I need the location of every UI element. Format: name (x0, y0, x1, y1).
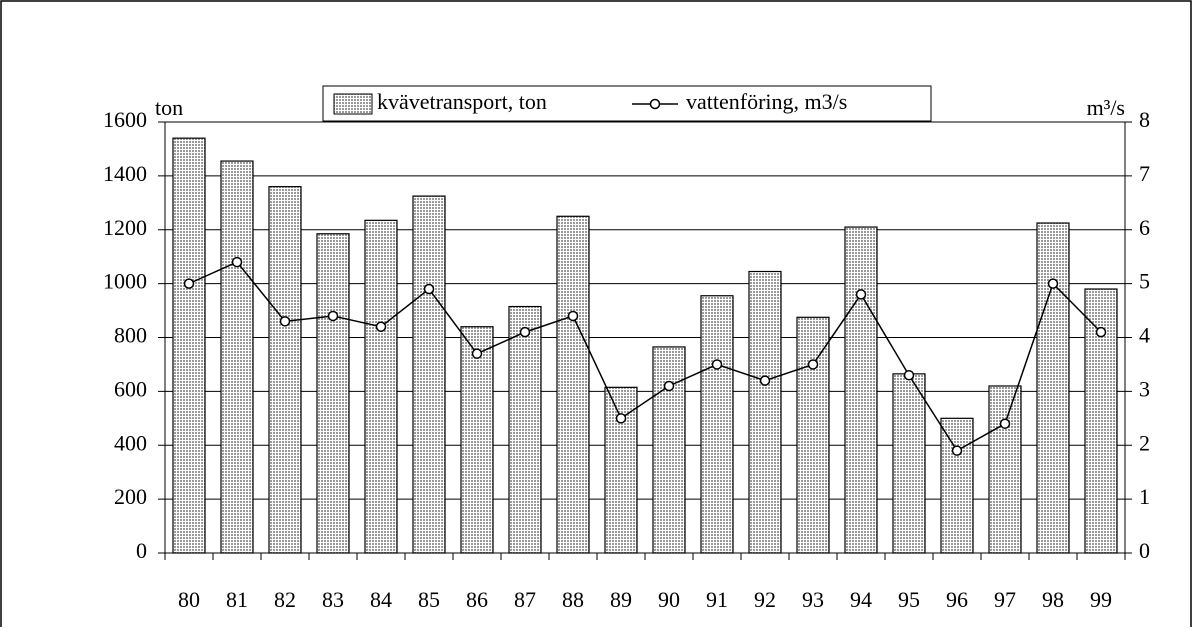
x-tick-label: 96 (946, 587, 968, 612)
y2-tick-label: 3 (1139, 376, 1150, 401)
y2-tick-label: 7 (1139, 161, 1150, 186)
y2-tick-label: 4 (1139, 323, 1150, 348)
y2-tick-label: 1 (1139, 484, 1150, 509)
bar (220, 160, 254, 554)
bar (892, 373, 926, 554)
bar (796, 316, 830, 554)
x-tick-label: 83 (322, 587, 344, 612)
y2-tick-label: 5 (1139, 269, 1150, 294)
x-tick-label: 89 (610, 587, 632, 612)
bar (844, 226, 878, 554)
marker (903, 369, 915, 381)
x-tick-label: 82 (274, 587, 296, 612)
bar (700, 295, 734, 554)
y-tick-label: 1600 (103, 107, 147, 132)
y-tick-label: 800 (114, 323, 147, 348)
bar (652, 346, 686, 554)
x-tick-label: 92 (754, 587, 776, 612)
marker (711, 359, 723, 370)
x-tick-label: 90 (658, 587, 680, 612)
bar (556, 215, 590, 554)
marker (615, 413, 627, 424)
y2-tick-label: 2 (1139, 430, 1150, 455)
y-tick-label: 1400 (103, 161, 147, 186)
y2-axis-label: m³/s (1087, 95, 1125, 120)
marker (279, 316, 291, 327)
y2-tick-label: 8 (1139, 107, 1150, 132)
bar (508, 305, 542, 554)
x-tick-label: 97 (994, 587, 1016, 612)
legend-marker (649, 98, 661, 110)
y-tick-label: 1200 (103, 215, 147, 240)
bar (940, 417, 974, 554)
x-tick-label: 99 (1090, 587, 1112, 612)
y-tick-label: 0 (136, 538, 147, 563)
marker (231, 256, 243, 268)
y-tick-label: 400 (114, 430, 147, 455)
y-tick-label: 600 (114, 376, 147, 401)
bar (172, 137, 206, 554)
marker (183, 278, 195, 289)
x-tick-label: 93 (802, 587, 824, 612)
y2-tick-label: 6 (1139, 215, 1150, 240)
legend-swatch (333, 93, 373, 115)
bar (1036, 222, 1070, 554)
x-tick-label: 84 (370, 587, 392, 612)
marker (855, 289, 867, 300)
marker (999, 418, 1011, 429)
bar (988, 385, 1022, 554)
marker (423, 283, 435, 295)
marker (807, 359, 819, 370)
y-axis-label: ton (155, 95, 183, 120)
y-tick-label: 1000 (103, 269, 147, 294)
legend-label: vattenföring, m3/s (686, 89, 847, 114)
x-tick-label: 98 (1042, 587, 1064, 612)
marker (567, 310, 579, 322)
bar (316, 233, 350, 554)
bar (364, 219, 398, 554)
x-tick-label: 85 (418, 587, 440, 612)
x-tick-label: 87 (514, 587, 536, 612)
line (188, 261, 1102, 452)
x-tick-label: 80 (178, 587, 200, 612)
marker (327, 310, 339, 322)
marker (1047, 278, 1059, 289)
bar (748, 270, 782, 554)
marker (471, 348, 483, 359)
x-tick-label: 81 (226, 587, 248, 612)
marker (1095, 326, 1107, 338)
bar (460, 326, 494, 554)
x-tick-label: 94 (850, 587, 872, 612)
y2-tick-label: 0 (1139, 538, 1150, 563)
marker (375, 321, 387, 332)
bar (268, 186, 302, 554)
bar (412, 195, 446, 554)
y-tick-label: 200 (114, 484, 147, 509)
bar (604, 386, 638, 554)
x-tick-label: 91 (706, 587, 728, 612)
marker (951, 445, 963, 456)
x-tick-label: 95 (898, 587, 920, 612)
legend-label: kvävetransport, ton (377, 89, 547, 114)
x-tick-label: 86 (466, 587, 488, 612)
marker (519, 326, 531, 338)
x-tick-label: 88 (562, 587, 584, 612)
marker (663, 380, 675, 392)
marker (759, 375, 771, 386)
legend-box (322, 85, 932, 122)
